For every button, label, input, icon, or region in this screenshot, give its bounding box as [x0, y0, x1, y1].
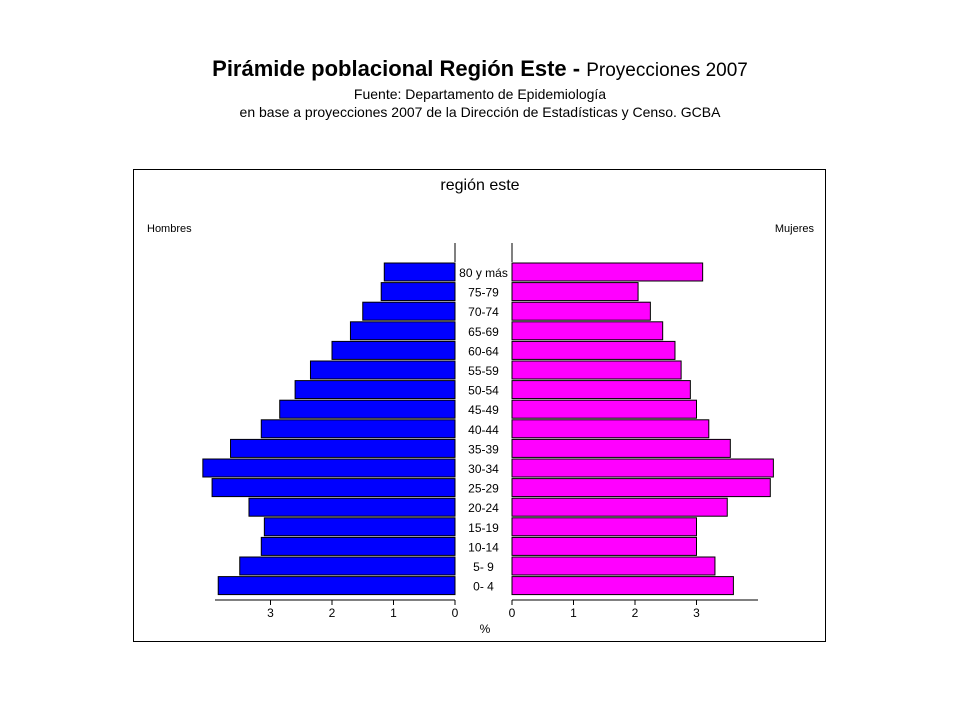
age-group-label: 35-39 — [468, 442, 499, 456]
bar-hombres — [263, 517, 456, 537]
age-group-label: 55-59 — [468, 364, 499, 378]
bar-mujeres — [511, 478, 771, 498]
bar-hombres — [217, 576, 456, 596]
tick-label-left: 0 — [452, 606, 459, 620]
tick-label-left: 3 — [267, 606, 274, 620]
age-group-label: 0- 4 — [473, 580, 494, 594]
bar-hombres — [260, 419, 456, 439]
bar-hombres — [260, 536, 456, 556]
x-axis-label: % — [480, 622, 491, 636]
page-title: Pirámide poblacional Región Este - Proye… — [0, 55, 960, 85]
title-bold: Pirámide poblacional Región Este - — [212, 56, 581, 81]
chart-title: región este — [440, 177, 519, 194]
source-line-1: Fuente: Departamento de Epidemiología — [353, 86, 607, 102]
bar-mujeres — [511, 340, 676, 360]
bar-mujeres — [511, 458, 774, 478]
age-group-label: 20-24 — [468, 501, 499, 515]
age-group-label: 50-54 — [468, 384, 499, 398]
bar-mujeres — [511, 517, 697, 537]
bar-mujeres — [511, 380, 691, 400]
bar-mujeres — [511, 262, 704, 282]
bar-hombres — [294, 380, 456, 400]
bar-mujeres — [511, 419, 710, 439]
left-label-hombres: Hombres — [147, 223, 192, 235]
age-group-label: 15-19 — [468, 521, 499, 535]
bar-mujeres — [511, 399, 697, 419]
tick-label-right: 1 — [570, 606, 577, 620]
bar-hombres — [331, 340, 456, 360]
bar-mujeres — [511, 536, 697, 556]
title-rest: Proyecciones 2007 — [586, 60, 748, 81]
age-group-label: 10-14 — [468, 540, 499, 554]
age-group-label: 25-29 — [468, 482, 499, 496]
bar-hombres — [309, 360, 456, 380]
age-group-label: 65-69 — [468, 325, 499, 339]
chart-frame: región este Hombres Mujeres % 80 y más 75… — [133, 169, 826, 642]
bar-mujeres — [511, 556, 716, 576]
page-header: Pirámide poblacional Región Este - Proye… — [0, 55, 960, 121]
age-group-label: 45-49 — [468, 403, 499, 417]
population-pyramid-chart: región este Hombres Mujeres % 80 y más 75… — [147, 177, 815, 636]
bar-mujeres — [511, 360, 682, 380]
age-group-label: 80 y más — [459, 266, 508, 280]
bar-mujeres — [511, 497, 728, 517]
bar-hombres — [349, 321, 456, 341]
bar-mujeres — [511, 301, 651, 321]
bar-mujeres — [511, 438, 731, 458]
tick-label-right: 2 — [632, 606, 639, 620]
bar-mujeres — [511, 282, 639, 302]
bar-mujeres — [511, 576, 734, 596]
age-group-label: 40-44 — [468, 423, 499, 437]
age-group-label: 75-79 — [468, 286, 499, 300]
age-group-label: 5- 9 — [473, 560, 494, 574]
age-group-label: 60-64 — [468, 344, 499, 358]
tick-label-right: 0 — [509, 606, 516, 620]
tick-label-left: 2 — [329, 606, 336, 620]
age-group-label: 30-34 — [468, 462, 499, 476]
right-label-mujeres: Mujeres — [775, 223, 815, 235]
bar-hombres — [362, 301, 456, 321]
tick-label-left: 1 — [390, 606, 397, 620]
bar-hombres — [211, 478, 456, 498]
source-line-2: en base a proyecciones 2007 de la Direcc… — [239, 104, 721, 120]
bar-hombres — [248, 497, 456, 517]
bar-hombres — [279, 399, 456, 419]
age-group-label: 70-74 — [468, 305, 499, 319]
bar-hombres — [230, 438, 456, 458]
bar-hombres — [383, 262, 456, 282]
bar-mujeres — [511, 321, 664, 341]
bar-hombres — [202, 458, 456, 478]
tick-label-right: 3 — [693, 606, 700, 620]
bar-hombres — [239, 556, 456, 576]
bar-hombres — [380, 282, 456, 302]
